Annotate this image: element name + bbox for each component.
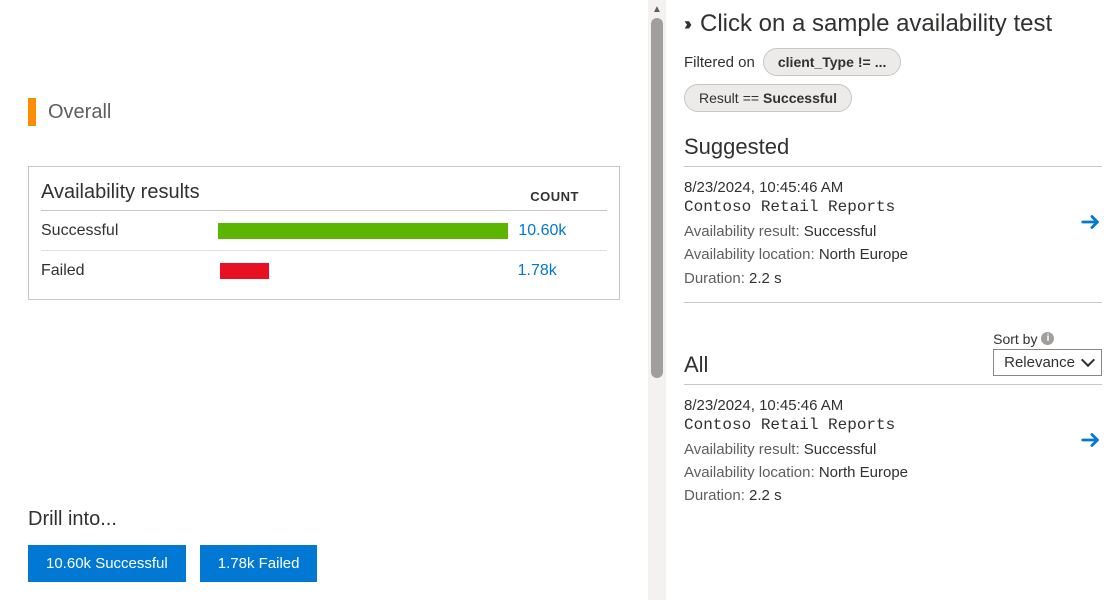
- sort-by-select[interactable]: Relevance: [993, 349, 1102, 376]
- drill-into-section: Drill into... 10.60k Successful 1.78k Fa…: [28, 508, 317, 582]
- sort-by-value: Relevance: [1004, 354, 1075, 371]
- item-field: Availability result: Successful: [684, 438, 1102, 461]
- filter-op: ==: [743, 90, 759, 106]
- item-test-name: Contoso Retail Reports: [684, 198, 1102, 216]
- filter-row: Result == Successful: [684, 84, 1102, 112]
- sort-by-label: Sort by i: [993, 331, 1054, 347]
- result-bar-wrap: [218, 223, 508, 239]
- open-item-arrow-icon[interactable]: [1080, 429, 1102, 454]
- root: Overall Availability results COUNT Succe…: [0, 0, 1120, 600]
- filter-field: Result: [699, 90, 739, 106]
- item-field: Availability result: Successful: [684, 220, 1102, 243]
- overall-header: Overall: [28, 98, 620, 126]
- filter-pill-result[interactable]: Result == Successful: [684, 84, 852, 112]
- suggested-heading: Suggested: [684, 134, 789, 160]
- item-timestamp: 8/23/2024, 10:45:46 AM: [684, 179, 1102, 196]
- item-timestamp: 8/23/2024, 10:45:46 AM: [684, 397, 1102, 414]
- left-pane: Overall Availability results COUNT Succe…: [0, 0, 648, 600]
- result-label: Failed: [41, 262, 220, 280]
- filtered-on-label: Filtered on: [684, 54, 755, 71]
- item-field: Availability location: North Europe: [684, 243, 1102, 266]
- result-bar: [220, 263, 269, 279]
- suggested-heading-row: Suggested: [684, 134, 1102, 167]
- filter-op: !=: [858, 54, 871, 70]
- item-field: Duration: 2.2 s: [684, 267, 1102, 290]
- info-icon[interactable]: i: [1041, 332, 1054, 345]
- right-pane-title: Click on a sample availability test: [700, 10, 1052, 38]
- scroll-up-icon[interactable]: ▲: [648, 0, 666, 18]
- availability-results-card: Availability results COUNT Successful 10…: [28, 166, 620, 300]
- all-heading: All: [684, 352, 708, 378]
- overall-label: Overall: [48, 101, 111, 124]
- drill-button-failed[interactable]: 1.78k Failed: [200, 545, 318, 582]
- result-count[interactable]: 10.60k: [508, 222, 607, 240]
- result-count[interactable]: 1.78k: [508, 262, 607, 280]
- drill-into-title: Drill into...: [28, 508, 317, 531]
- item-field: Duration: 2.2 s: [684, 484, 1102, 507]
- result-row-successful[interactable]: Successful 10.60k: [41, 211, 607, 251]
- vertical-scrollbar[interactable]: ▲: [648, 0, 666, 600]
- results-title-row: Availability results COUNT: [41, 181, 607, 211]
- right-pane: ›› Click on a sample availability test F…: [666, 0, 1120, 600]
- right-header: ›› Click on a sample availability test: [684, 10, 1102, 38]
- count-column-header: COUNT: [530, 189, 607, 204]
- item-test-name: Contoso Retail Reports: [684, 416, 1102, 434]
- scroll-thumb[interactable]: [651, 18, 663, 378]
- all-item[interactable]: 8/23/2024, 10:45:46 AM Contoso Retail Re…: [684, 385, 1102, 520]
- item-field: Availability location: North Europe: [684, 461, 1102, 484]
- result-label: Successful: [41, 222, 218, 240]
- drill-buttons: 10.60k Successful 1.78k Failed: [28, 545, 317, 582]
- result-bar: [218, 223, 508, 239]
- all-heading-row: All Sort by i Relevance: [684, 331, 1102, 385]
- filter-value: Successful: [763, 90, 837, 106]
- result-bar-wrap: [220, 263, 508, 279]
- expand-chevrons-icon[interactable]: ››: [684, 14, 692, 35]
- open-item-arrow-icon[interactable]: [1080, 211, 1102, 236]
- sort-by-control: Sort by i Relevance: [993, 331, 1102, 376]
- filter-pill-client-type[interactable]: client_Type != ...: [763, 48, 902, 76]
- drill-button-successful[interactable]: 10.60k Successful: [28, 545, 186, 582]
- result-row-failed[interactable]: Failed 1.78k: [41, 251, 607, 291]
- filter-value: ...: [875, 54, 887, 70]
- results-title: Availability results: [41, 181, 200, 204]
- suggested-item[interactable]: 8/23/2024, 10:45:46 AM Contoso Retail Re…: [684, 167, 1102, 303]
- filter-row: Filtered on client_Type != ...: [684, 48, 1102, 76]
- filter-field: client_Type: [778, 54, 854, 70]
- overall-marker: [28, 98, 36, 126]
